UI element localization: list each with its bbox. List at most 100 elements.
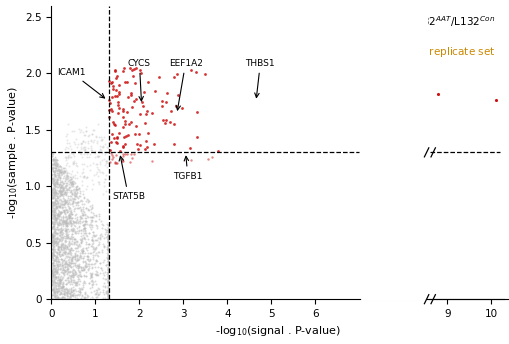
Point xyxy=(53,172,61,178)
Point xyxy=(50,284,59,290)
Point xyxy=(126,160,134,165)
Point xyxy=(64,201,72,206)
Point xyxy=(48,179,56,185)
Point xyxy=(53,213,62,218)
Point xyxy=(48,166,56,172)
Point xyxy=(74,206,82,211)
Point xyxy=(50,233,58,239)
Point xyxy=(80,295,89,300)
Point xyxy=(78,198,86,203)
Point xyxy=(58,179,66,184)
Point xyxy=(64,145,72,151)
Point xyxy=(73,245,81,250)
Point xyxy=(62,200,70,205)
Point xyxy=(49,216,57,221)
Point xyxy=(53,162,61,168)
Point xyxy=(71,230,79,236)
Point xyxy=(75,218,83,223)
Point xyxy=(55,181,64,186)
Point xyxy=(65,264,73,269)
Point xyxy=(86,257,94,262)
Point xyxy=(83,241,92,247)
Point xyxy=(62,214,70,220)
Point xyxy=(48,293,56,298)
Point xyxy=(92,287,100,293)
Point xyxy=(67,293,75,298)
Point xyxy=(89,139,97,144)
Point xyxy=(67,201,75,206)
Point xyxy=(55,204,63,209)
Point xyxy=(80,291,89,297)
Point xyxy=(78,208,87,214)
Point xyxy=(67,258,75,264)
Point xyxy=(60,290,68,295)
Point xyxy=(63,251,71,257)
Point xyxy=(60,201,68,206)
Point xyxy=(48,287,56,293)
Point xyxy=(78,292,86,298)
Point xyxy=(79,227,87,232)
Point xyxy=(80,162,88,167)
Point xyxy=(71,269,79,275)
Point xyxy=(52,163,61,169)
Point xyxy=(103,271,111,276)
Point xyxy=(54,247,62,252)
Point xyxy=(50,294,58,300)
Point xyxy=(77,265,85,270)
Point xyxy=(64,201,72,207)
Point xyxy=(68,180,76,185)
Point xyxy=(66,262,74,267)
Point xyxy=(77,140,85,146)
Point xyxy=(66,263,74,269)
Point xyxy=(50,279,58,284)
Point xyxy=(103,144,111,150)
Point xyxy=(53,212,61,217)
Point xyxy=(64,261,72,267)
Point xyxy=(106,150,115,156)
Point xyxy=(119,143,127,149)
Point xyxy=(52,292,61,298)
Point xyxy=(53,172,62,178)
Point xyxy=(66,295,74,300)
Point xyxy=(92,133,100,139)
Point xyxy=(66,214,74,219)
Point xyxy=(56,226,64,232)
Point xyxy=(48,271,56,277)
Point xyxy=(51,188,59,193)
Point xyxy=(49,252,58,257)
Point xyxy=(63,174,71,180)
Point xyxy=(52,288,61,293)
Point xyxy=(101,226,109,232)
Point xyxy=(76,285,84,291)
Point xyxy=(97,144,105,150)
Point xyxy=(73,230,81,236)
Point xyxy=(103,232,111,237)
Point xyxy=(103,293,111,299)
Point xyxy=(81,132,89,138)
Point xyxy=(49,202,57,207)
Point xyxy=(92,213,100,219)
Point xyxy=(101,141,109,147)
Point xyxy=(60,168,68,174)
Point xyxy=(55,228,64,234)
Point xyxy=(53,289,61,295)
Point xyxy=(47,277,55,283)
Point xyxy=(87,272,95,278)
Point xyxy=(62,260,70,265)
Point xyxy=(114,102,122,107)
Point xyxy=(52,181,61,186)
Point xyxy=(86,214,94,220)
Point xyxy=(61,200,69,206)
Point xyxy=(59,281,67,286)
Point xyxy=(60,291,68,297)
Point xyxy=(80,146,89,152)
Point xyxy=(97,169,105,175)
Point xyxy=(47,234,55,239)
Point xyxy=(60,198,68,204)
Point xyxy=(65,239,73,245)
Point xyxy=(60,247,68,252)
Point xyxy=(55,183,63,189)
Point xyxy=(52,240,61,246)
Point xyxy=(92,294,100,300)
Point xyxy=(66,291,74,297)
